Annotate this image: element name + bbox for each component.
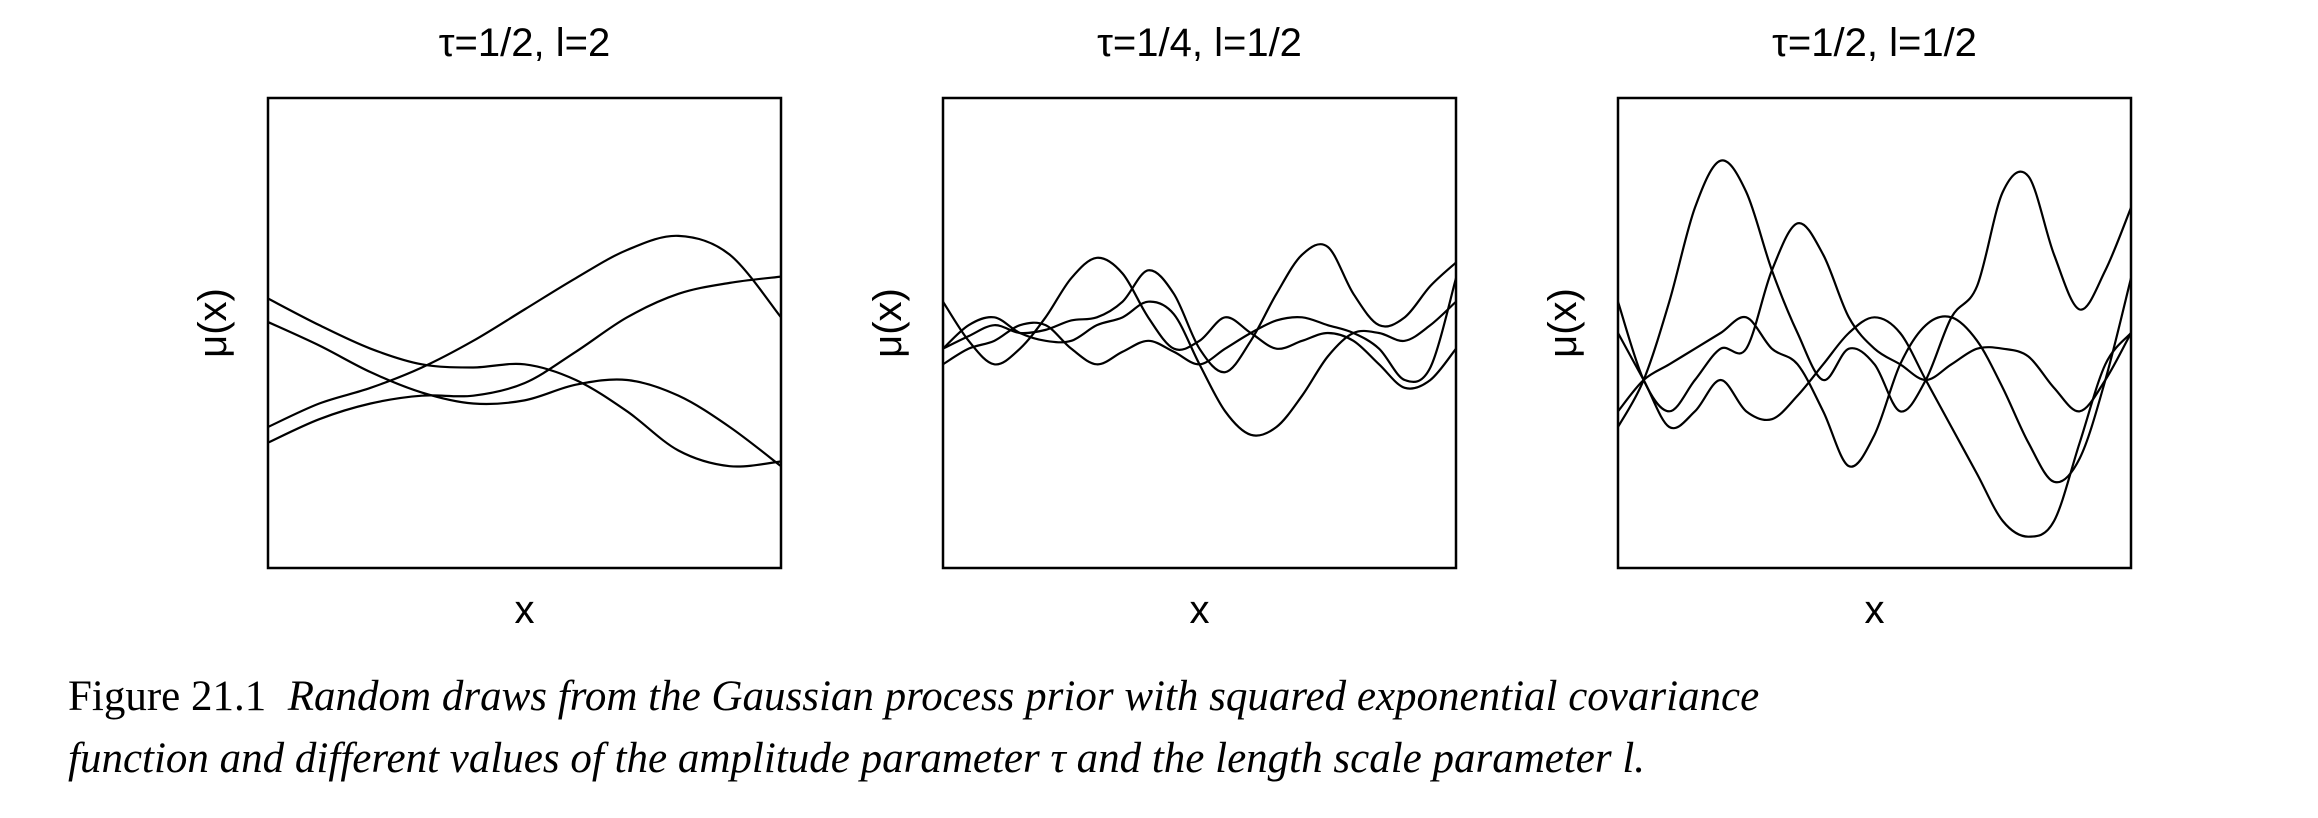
- caption-line-1: Figure 21.1 Random draws from the Gaussi…: [68, 666, 2268, 728]
- x-axis-label: x: [515, 588, 535, 632]
- series-line-1: [268, 297, 781, 468]
- panel-title: τ=1/2, l=1/2: [1772, 21, 1977, 65]
- panel-3: τ=1/2, l=1/2 x μ(x): [1541, 21, 2133, 632]
- panel-title: τ=1/4, l=1/2: [1097, 21, 1302, 65]
- plot-frame: [941, 96, 1458, 570]
- panel-2: τ=1/4, l=1/2 x μ(x): [866, 21, 1458, 632]
- series-line-2: [268, 320, 781, 468]
- x-axis-label: x: [1190, 588, 1210, 632]
- x-axis-label: x: [1865, 588, 1885, 632]
- plot-frame: [266, 96, 783, 570]
- figure: τ=1/2, l=2 x μ(x) τ=1/4, l=1/2 x μ(x) τ=1/2,…: [191, 21, 2133, 632]
- series-line-3: [943, 277, 1456, 383]
- series-line-3: [1618, 277, 2131, 484]
- series-line-2: [1618, 222, 2131, 413]
- caption-text-1: Random draws from the Gaussian process p…: [287, 673, 1760, 720]
- panel-title: τ=1/2, l=2: [439, 21, 610, 65]
- y-axis-label: μ(x): [1541, 288, 1585, 358]
- series-line-4: [1618, 316, 2131, 538]
- panel-1: τ=1/2, l=2 x μ(x): [191, 21, 783, 632]
- y-axis-label: μ(x): [866, 288, 910, 358]
- figure-number: Figure 21.1: [68, 673, 267, 720]
- y-axis-label: μ(x): [191, 288, 235, 358]
- plot-frame: [1616, 96, 2133, 570]
- caption-line-2: function and different values of the amp…: [68, 728, 2268, 790]
- series-line-1: [1618, 159, 2131, 429]
- series-line-4: [268, 275, 781, 444]
- series-line-1: [943, 256, 1456, 390]
- series-line-3: [268, 234, 781, 429]
- figure-caption: Figure 21.1 Random draws from the Gaussi…: [68, 666, 2268, 790]
- caption-text-2: function and different values of the amp…: [68, 735, 1646, 782]
- series-line-4: [943, 243, 1456, 374]
- series-line-2: [943, 300, 1456, 437]
